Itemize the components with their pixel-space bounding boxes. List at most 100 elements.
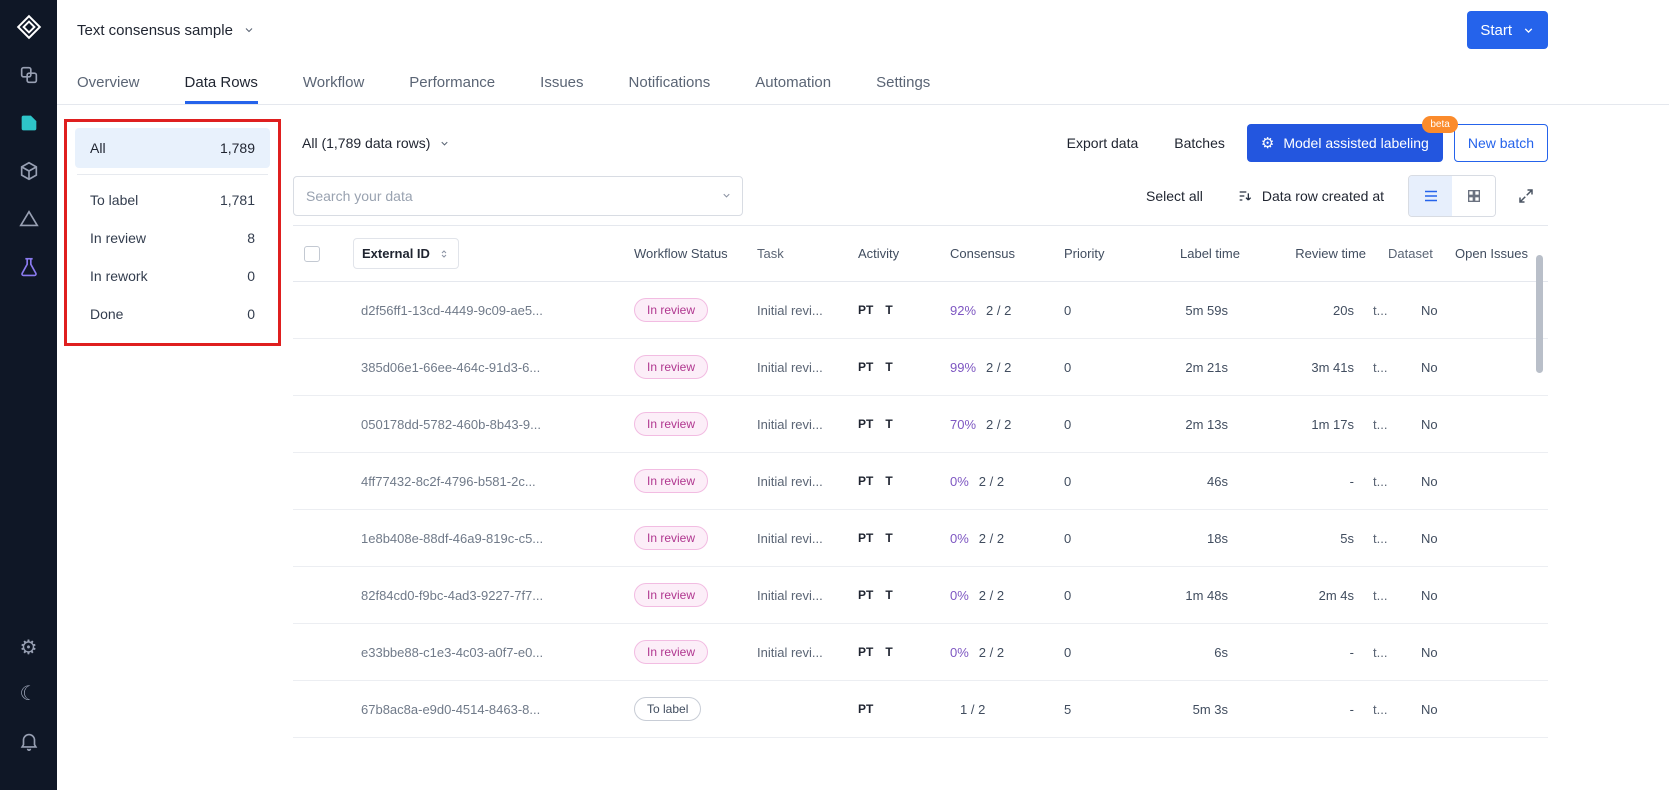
workflow-status-cell: In review bbox=[629, 412, 753, 436]
dark-mode-moon-icon[interactable]: ☾ bbox=[20, 684, 38, 704]
status-badge: To label bbox=[634, 697, 702, 721]
tab-overview[interactable]: Overview bbox=[77, 73, 140, 91]
table-row[interactable]: e33bbe88-c1e3-4c03-a0f7-e0... In review … bbox=[293, 624, 1548, 681]
top-bar: Text consensus sample Start bbox=[57, 0, 1669, 60]
consensus-cell: 1 / 2 bbox=[945, 702, 1059, 717]
settings-gear-icon[interactable]: ⚙ bbox=[20, 638, 38, 658]
filter-item-in-review[interactable]: In review 8 bbox=[75, 219, 270, 257]
external-id: e33bbe88-c1e3-4c03-a0f7-e0... bbox=[361, 644, 544, 660]
tab-data-rows[interactable]: Data Rows bbox=[184, 60, 258, 104]
dataset-cell: t... bbox=[1373, 701, 1388, 717]
table-scrollbar[interactable] bbox=[1536, 255, 1543, 373]
sort-by-label: Data row created at bbox=[1261, 188, 1384, 204]
review-time-cell: - bbox=[1349, 473, 1354, 489]
toolbar-top: All (1,789 data rows) Export data Batche… bbox=[293, 116, 1548, 163]
activity-initials: PT bbox=[858, 417, 874, 431]
select-all-button[interactable]: Select all bbox=[1132, 177, 1217, 215]
priority-cell: 0 bbox=[1064, 416, 1072, 432]
gear-icon: ⚙ bbox=[1260, 134, 1275, 152]
tab-notifications[interactable]: Notifications bbox=[628, 73, 711, 91]
dataset-cell: t... bbox=[1373, 302, 1388, 318]
nav-issues-icon[interactable] bbox=[18, 208, 40, 230]
tab-automation[interactable]: Automation bbox=[755, 73, 832, 91]
notifications-bell-icon[interactable] bbox=[18, 730, 40, 752]
consensus-cell: 0% 2 / 2 bbox=[945, 588, 1059, 603]
open-issues-cell: No bbox=[1421, 530, 1438, 546]
project-selector[interactable]: Text consensus sample bbox=[77, 22, 255, 39]
batches-button[interactable]: Batches bbox=[1160, 124, 1239, 162]
activity-cell: PT T bbox=[853, 645, 945, 659]
workflow-status-cell: To label bbox=[629, 697, 753, 721]
filter-item-in-rework[interactable]: In rework 0 bbox=[75, 257, 270, 295]
consensus-percent: 0% bbox=[950, 644, 969, 660]
model-assisted-labeling-button[interactable]: ⚙ Model assisted labeling beta bbox=[1246, 116, 1458, 162]
nav-models-icon[interactable] bbox=[18, 160, 40, 182]
tag-icon bbox=[21, 115, 36, 131]
filter-label: In rework bbox=[90, 268, 148, 284]
app-logo-icon[interactable] bbox=[16, 14, 42, 40]
sidebar: ⚙ ☾ bbox=[0, 0, 57, 790]
tab-performance[interactable]: Performance bbox=[409, 73, 496, 91]
list-view-button[interactable] bbox=[1409, 176, 1452, 216]
filter-count: 0 bbox=[247, 306, 255, 322]
table-row[interactable]: d2f56ff1-13cd-4449-9c09-ae5... In review… bbox=[293, 282, 1548, 339]
table-row[interactable]: 1e8b408e-88df-46a9-819c-c5... In review … bbox=[293, 510, 1548, 567]
dataset-header: Dataset bbox=[1388, 246, 1433, 261]
start-button[interactable]: Start bbox=[1467, 11, 1548, 49]
view-toggle bbox=[1408, 175, 1496, 217]
filter-item-to-label[interactable]: To label 1,781 bbox=[75, 181, 270, 219]
activity-initials: T bbox=[885, 645, 893, 659]
table-row[interactable]: 385d06e1-66ee-464c-91d3-6... In review I… bbox=[293, 339, 1548, 396]
tab-settings[interactable]: Settings bbox=[876, 73, 931, 91]
tab-issues[interactable]: Issues bbox=[540, 73, 584, 91]
consensus-cell: 0% 2 / 2 bbox=[945, 474, 1059, 489]
external-id-cell: d2f56ff1-13cd-4449-9c09-ae5... bbox=[349, 303, 629, 318]
data-rows-table: External ID Workflow Status Task Activit… bbox=[293, 225, 1548, 738]
open-issues-header: Open Issues bbox=[1455, 246, 1528, 261]
sort-by-button[interactable]: Data row created at bbox=[1225, 177, 1396, 215]
export-data-button[interactable]: Export data bbox=[1053, 124, 1153, 162]
table-row[interactable]: 67b8ac8a-e9d0-4514-8463-8... To label PT… bbox=[293, 681, 1548, 738]
dataset-cell: t... bbox=[1373, 644, 1388, 660]
task-cell: Initial revi... bbox=[757, 416, 823, 432]
table-row[interactable]: 4ff77432-8c2f-4796-b581-2c... In review … bbox=[293, 453, 1548, 510]
table-row[interactable]: 82f84cd0-f9bc-4ad3-9227-7f7... In review… bbox=[293, 567, 1548, 624]
tab-workflow[interactable]: Workflow bbox=[302, 73, 365, 91]
chevron-down-icon bbox=[441, 141, 449, 146]
filter-count: 8 bbox=[247, 230, 255, 246]
filter-summary-dropdown[interactable]: All (1,789 data rows) bbox=[302, 135, 450, 151]
label-time-cell: 1m 48s bbox=[1185, 587, 1228, 603]
table-row[interactable]: 050178dd-5782-460b-8b43-9... In review I… bbox=[293, 396, 1548, 453]
nav-projects-icon[interactable] bbox=[18, 64, 40, 86]
nav-schema-icon[interactable] bbox=[18, 256, 40, 278]
external-id-cell: e33bbe88-c1e3-4c03-a0f7-e0... bbox=[349, 645, 629, 660]
external-id-header-chip[interactable]: External ID bbox=[353, 238, 459, 269]
consensus-percent: 0% bbox=[950, 530, 969, 546]
logo-diamond-icon bbox=[16, 14, 41, 40]
review-time-cell: 1m 17s bbox=[1311, 416, 1354, 432]
external-id-cell: 1e8b408e-88df-46a9-819c-c5... bbox=[349, 531, 629, 546]
select-all-checkbox[interactable] bbox=[304, 245, 320, 262]
new-batch-button[interactable]: New batch bbox=[1453, 124, 1548, 162]
grid-view-button[interactable] bbox=[1452, 176, 1495, 216]
task-cell: Initial revi... bbox=[757, 587, 823, 603]
search-dropdown-caret[interactable] bbox=[721, 190, 732, 201]
activity-initials: PT bbox=[858, 303, 874, 317]
nav-annotate-icon[interactable] bbox=[18, 112, 40, 134]
search-input[interactable] bbox=[293, 176, 743, 216]
task-header: Task bbox=[757, 246, 784, 261]
filter-item-all[interactable]: All 1,789 bbox=[75, 128, 270, 168]
filter-divider bbox=[77, 174, 268, 175]
expand-view-button[interactable] bbox=[1504, 176, 1548, 216]
label-time-cell: 46s bbox=[1207, 473, 1228, 489]
status-badge: In review bbox=[634, 412, 709, 436]
priority-cell: 0 bbox=[1064, 473, 1072, 489]
activity-initials: T bbox=[885, 531, 893, 545]
consensus-percent: 92% bbox=[950, 302, 977, 318]
filter-item-done[interactable]: Done 0 bbox=[75, 295, 270, 333]
label-time-cell: 2m 13s bbox=[1185, 416, 1228, 432]
status-badge: In review bbox=[634, 583, 709, 607]
task-cell: Initial revi... bbox=[757, 473, 823, 489]
consensus-percent: 99% bbox=[950, 359, 977, 375]
